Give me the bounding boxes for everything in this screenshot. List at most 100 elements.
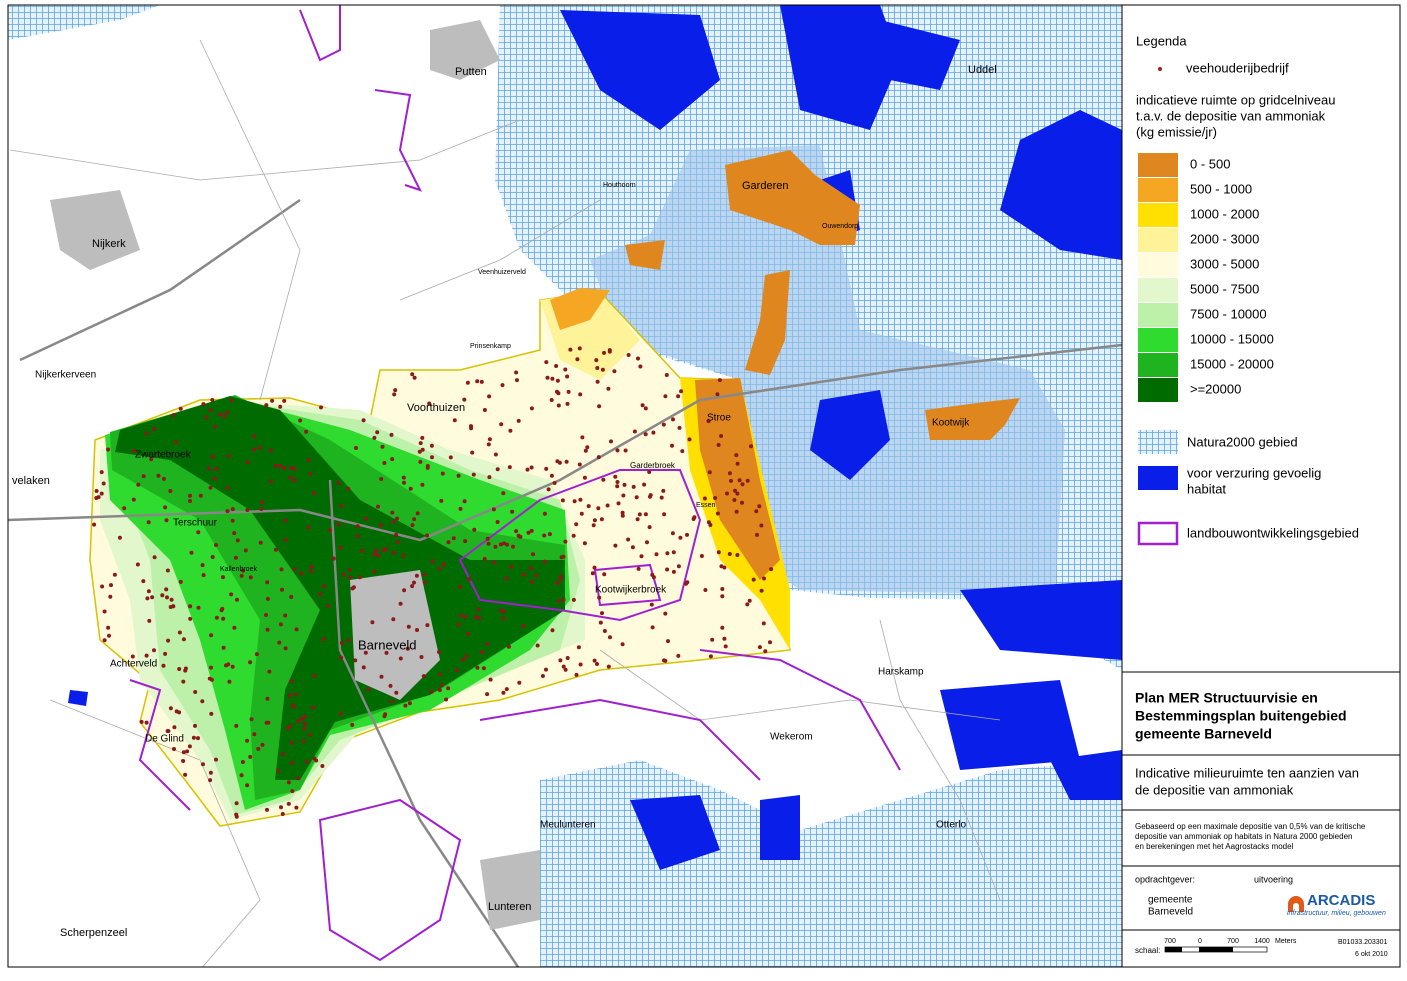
farm-dot: [208, 485, 213, 490]
farm-dot: [498, 542, 503, 547]
farm-dot: [239, 773, 244, 778]
farm-dot: [659, 495, 664, 500]
farm-dot: [529, 406, 534, 411]
farm-dot: [166, 638, 171, 643]
farm-dot: [102, 638, 107, 643]
farm-dot: [568, 347, 573, 352]
farm-dot: [361, 418, 366, 423]
farm-dot: [146, 589, 151, 594]
farm-dot: [501, 616, 506, 621]
farm-dot: [339, 503, 344, 508]
farm-dot: [602, 572, 607, 577]
farm-dot: [390, 457, 395, 462]
farm-dot: [283, 518, 288, 523]
farm-dot: [745, 478, 750, 483]
farm-dot: [304, 429, 309, 434]
farm-dot: [475, 379, 480, 384]
farm-dot: [676, 653, 681, 658]
farm-dot: [327, 528, 332, 533]
farm-dot: [374, 548, 379, 553]
farm-dot: [405, 646, 410, 651]
farm-dot: [626, 537, 631, 542]
farm-dot: [631, 484, 636, 489]
farm-dot: [671, 550, 676, 555]
legend-heading: indicatieve ruimte op gridcelniveau: [1136, 92, 1335, 107]
farm-dot: [346, 638, 351, 643]
town: [350, 570, 440, 700]
farm-dot: [347, 567, 352, 572]
farm-dot: [389, 432, 394, 437]
place-label: Scherpenzeel: [60, 927, 127, 939]
farm-dot: [710, 637, 715, 642]
farm-dot: [292, 466, 297, 471]
farm-dot: [419, 655, 424, 659]
farm-dot: [596, 455, 601, 460]
legend-label: habitat: [1187, 481, 1226, 496]
farm-dot: [439, 498, 444, 503]
farm-dot: [226, 662, 231, 667]
farm-dot: [282, 466, 287, 470]
farm-dot: [446, 540, 451, 545]
farm-dot: [312, 491, 317, 496]
farm-dot: [487, 394, 492, 399]
logo-mark: [1288, 896, 1304, 912]
farm-dot: [390, 510, 395, 515]
farm-dot: [545, 375, 550, 380]
farm-dot: [448, 455, 453, 460]
farm-dot: [402, 588, 407, 593]
scale-bar-fill: [1165, 947, 1182, 952]
zone-0-500: [625, 240, 665, 270]
farm-dot: [130, 654, 135, 659]
farm-dot: [514, 370, 519, 375]
farm-dot: [207, 466, 211, 471]
town: [480, 850, 540, 930]
farm-dot: [429, 689, 434, 694]
farm-dot: [401, 553, 406, 558]
farm-dot: [259, 500, 264, 505]
farm-dot: [636, 566, 641, 571]
farm-dot: [394, 690, 399, 695]
farm-dot: [521, 572, 526, 577]
farm-dot: [654, 552, 659, 557]
farm-dot: [415, 628, 419, 632]
farm-dot: [321, 637, 326, 642]
farm-dot: [630, 545, 635, 550]
place-label: Achterveld: [110, 659, 157, 670]
farm-dot: [200, 563, 205, 568]
farm-dot: [438, 672, 443, 677]
farm-dot: [181, 759, 186, 763]
habitat: [1050, 750, 1122, 800]
farm-dot: [209, 665, 213, 670]
farm-dot: [364, 516, 369, 521]
farm-dot: [557, 460, 562, 465]
scale-tick-label: 1400: [1254, 938, 1270, 945]
farm-dot: [393, 388, 398, 393]
map-title: Bestemmingsplan buitengebied: [1135, 708, 1347, 724]
farm-dot: [616, 501, 621, 506]
place-label: Terschuur: [173, 518, 218, 529]
development-area: [299, 5, 341, 62]
farm-dot: [706, 419, 711, 424]
farm-dot: [458, 506, 463, 511]
town: [50, 190, 140, 270]
farm-dot: [372, 552, 377, 557]
farm-dot: [516, 418, 521, 423]
zone-0-500: [925, 398, 1020, 440]
farm-dot: [475, 665, 480, 670]
legend-swatch: [1138, 178, 1178, 202]
farm-dot: [526, 530, 531, 535]
zone-20000: [115, 396, 565, 780]
farm-dot: [647, 470, 652, 474]
farm-dot: [248, 575, 253, 580]
farm-dot: [163, 505, 168, 510]
farm-dot: [425, 533, 429, 538]
legend-swatch: [1138, 353, 1178, 377]
farm-dot: [635, 517, 640, 522]
farm-dot: [504, 687, 509, 692]
farm-dot: [761, 621, 766, 626]
farm-dot: [306, 525, 311, 530]
farm-dot: [336, 522, 341, 527]
farm-dot: [290, 789, 295, 794]
place-label: Stroe: [707, 413, 731, 424]
